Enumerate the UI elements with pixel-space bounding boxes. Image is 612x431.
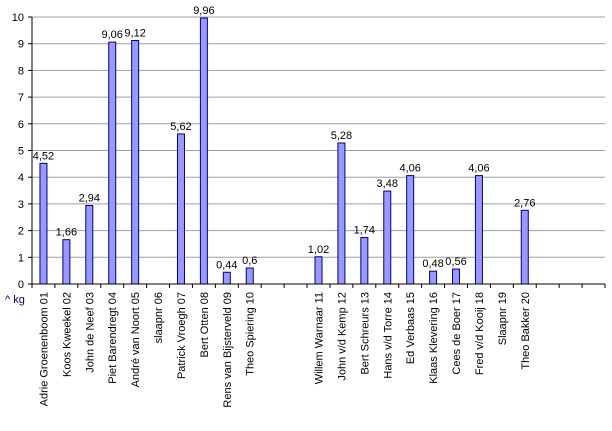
- category-label: Adrie Groenenboom 01: [38, 292, 50, 406]
- category-label: Patrick Vroegh 07: [176, 292, 188, 379]
- category-label: Hans v/d Torre 14: [382, 292, 394, 379]
- data-label: 4,06: [468, 163, 489, 175]
- category-label: Piet Barendregt 04: [107, 292, 119, 384]
- data-label: 9,06: [102, 29, 123, 41]
- bar: [429, 270, 438, 285]
- category-label: André van Noort 05: [130, 292, 142, 387]
- bar: [360, 237, 369, 285]
- bar: [337, 142, 346, 285]
- bar: [474, 175, 483, 285]
- category-label: Bert Schreurs 13: [359, 292, 371, 375]
- data-label: 1,02: [308, 244, 329, 256]
- category-label: Klaas Klevering 16: [428, 292, 440, 384]
- category-label: Slaapnr 19: [497, 292, 509, 345]
- y-tick-label: 10: [12, 12, 24, 24]
- category-label: Rens van Bijsterveld 09: [222, 292, 234, 408]
- data-label: 5,62: [170, 121, 191, 133]
- data-label: 0,56: [445, 256, 466, 268]
- bar: [199, 17, 208, 285]
- data-label: 9,12: [124, 27, 145, 39]
- bar: [176, 133, 185, 285]
- bar: [85, 205, 94, 285]
- y-tick-label: 5: [18, 146, 24, 158]
- bar: [39, 162, 48, 285]
- data-label: 4,06: [399, 163, 420, 175]
- data-label: 0,44: [216, 259, 237, 271]
- y-tick-label: 8: [18, 65, 24, 77]
- category-label: Willem Warnaar 11: [314, 292, 326, 384]
- bar: [314, 256, 323, 285]
- y-tick-label: 6: [18, 119, 24, 131]
- bar: [131, 39, 140, 285]
- data-label: 0,48: [422, 258, 443, 270]
- bar: [406, 175, 415, 285]
- data-label: 1,66: [56, 227, 77, 239]
- category-label: Cees de Boer 17: [451, 292, 463, 375]
- bar: [383, 190, 392, 285]
- y-tick-label: 1: [18, 252, 24, 264]
- bar: [222, 271, 231, 285]
- y-tick-label: 7: [18, 92, 24, 104]
- category-label: Fred v/d Kooij 18: [474, 292, 486, 375]
- category-label: slaapnr 06: [153, 292, 165, 343]
- category-label: John v/d Kemp 12: [336, 292, 348, 381]
- data-label: 4,52: [33, 150, 54, 162]
- data-label: 2,76: [514, 197, 535, 209]
- y-tick-label: 2: [18, 226, 24, 238]
- bar: [108, 41, 117, 285]
- category-label: Ed Verbaas 15: [405, 292, 417, 364]
- category-label: Bert Otten 08: [199, 292, 211, 357]
- unit-label: ^ kg: [5, 294, 25, 306]
- y-tick-label: 0: [18, 279, 24, 291]
- category-label: John de Neef 03: [84, 292, 96, 373]
- data-label: 9,96: [193, 5, 214, 17]
- bar: [245, 267, 254, 285]
- bar: [62, 239, 71, 285]
- data-label: 5,28: [331, 130, 352, 142]
- data-label: 2,94: [79, 193, 100, 205]
- y-tick-label: 9: [18, 39, 24, 51]
- category-label: Theo Spiering 10: [245, 292, 257, 376]
- bar: [452, 268, 461, 285]
- y-tick-label: 4: [18, 172, 24, 184]
- category-label: Koos Kweekel 02: [61, 292, 73, 377]
- data-label: 0,6: [242, 255, 257, 267]
- data-label: 3,48: [377, 178, 398, 190]
- bar: [520, 209, 529, 285]
- y-tick-label: 3: [18, 199, 24, 211]
- data-label: 1,74: [354, 225, 375, 237]
- category-label: Theo Bakker 20: [520, 292, 532, 370]
